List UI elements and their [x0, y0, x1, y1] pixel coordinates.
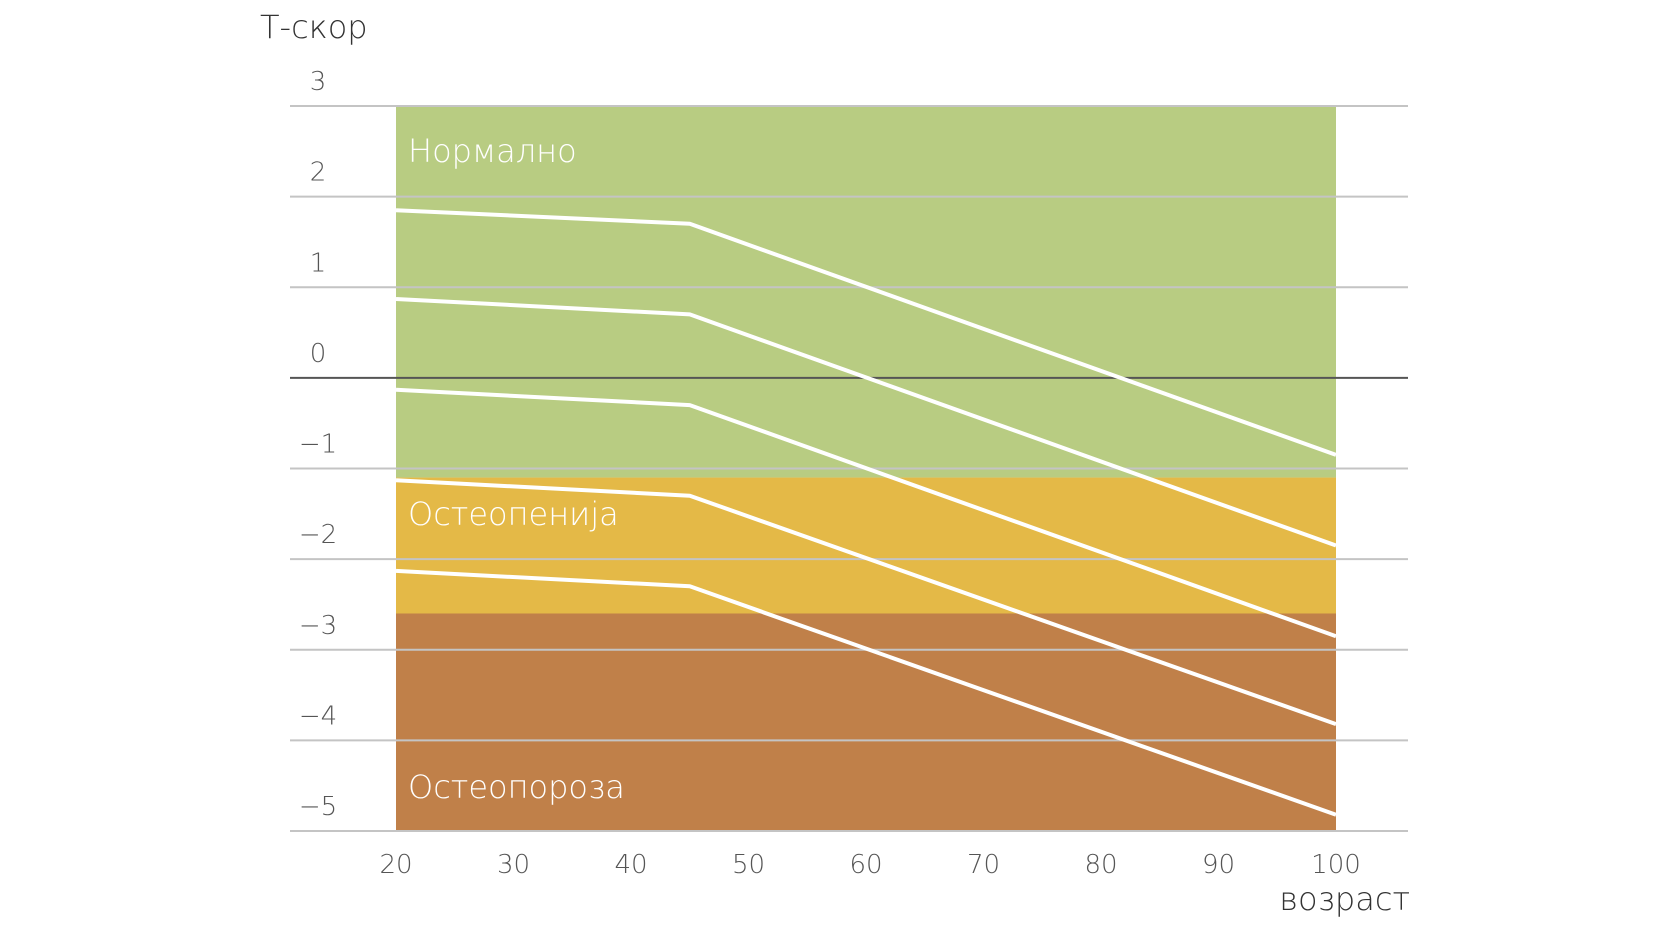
zone-osteopenia: [396, 477, 1336, 614]
series-line-2: [395, 297, 1337, 548]
y-axis-ticks: 3 2 1 0 −1 −2 −3 −4 −5: [299, 67, 337, 822]
x-tick-label: 40: [614, 850, 647, 880]
x-axis-title: возраст: [1279, 880, 1410, 918]
grid-layer: [290, 105, 1408, 832]
x-tick-label: 70: [967, 850, 1000, 880]
y-tick-label: −5: [299, 792, 337, 822]
x-axis-ticks: 20 30 40 50 60 70 80 90 100: [379, 850, 1360, 880]
y-tick-label: −2: [299, 520, 337, 550]
y-tick-label: −4: [299, 701, 337, 731]
y-axis-title: Т-скор: [260, 8, 368, 46]
x-tick-label: 60: [849, 850, 882, 880]
zone-labels: Нормално Остеопенија Остеопороза: [408, 132, 625, 806]
series-line-5: [395, 568, 1337, 817]
y-tick-label: 3: [310, 67, 327, 97]
zone-label-osteopenia: Остеопенија: [408, 495, 619, 533]
series-layer: [395, 208, 1337, 817]
y-tick-label: 2: [310, 158, 327, 188]
y-tick-label: −1: [299, 430, 337, 460]
x-tick-label: 50: [732, 850, 765, 880]
series-line-1: [395, 208, 1337, 457]
zone-normal: [396, 106, 1336, 478]
x-tick-label: 80: [1084, 850, 1117, 880]
y-tick-label: 1: [310, 248, 327, 278]
x-tick-label: 100: [1311, 850, 1361, 880]
y-tick-label: −3: [299, 611, 337, 641]
series-line-3: [395, 387, 1337, 639]
x-tick-label: 90: [1202, 850, 1235, 880]
y-tick-label: 0: [310, 339, 327, 369]
zone-label-osteoporosis: Остеопороза: [408, 768, 625, 806]
zone-label-normal: Нормално: [408, 132, 577, 170]
series-line-4: [395, 478, 1337, 726]
x-tick-label: 30: [497, 850, 530, 880]
x-tick-label: 20: [379, 850, 412, 880]
